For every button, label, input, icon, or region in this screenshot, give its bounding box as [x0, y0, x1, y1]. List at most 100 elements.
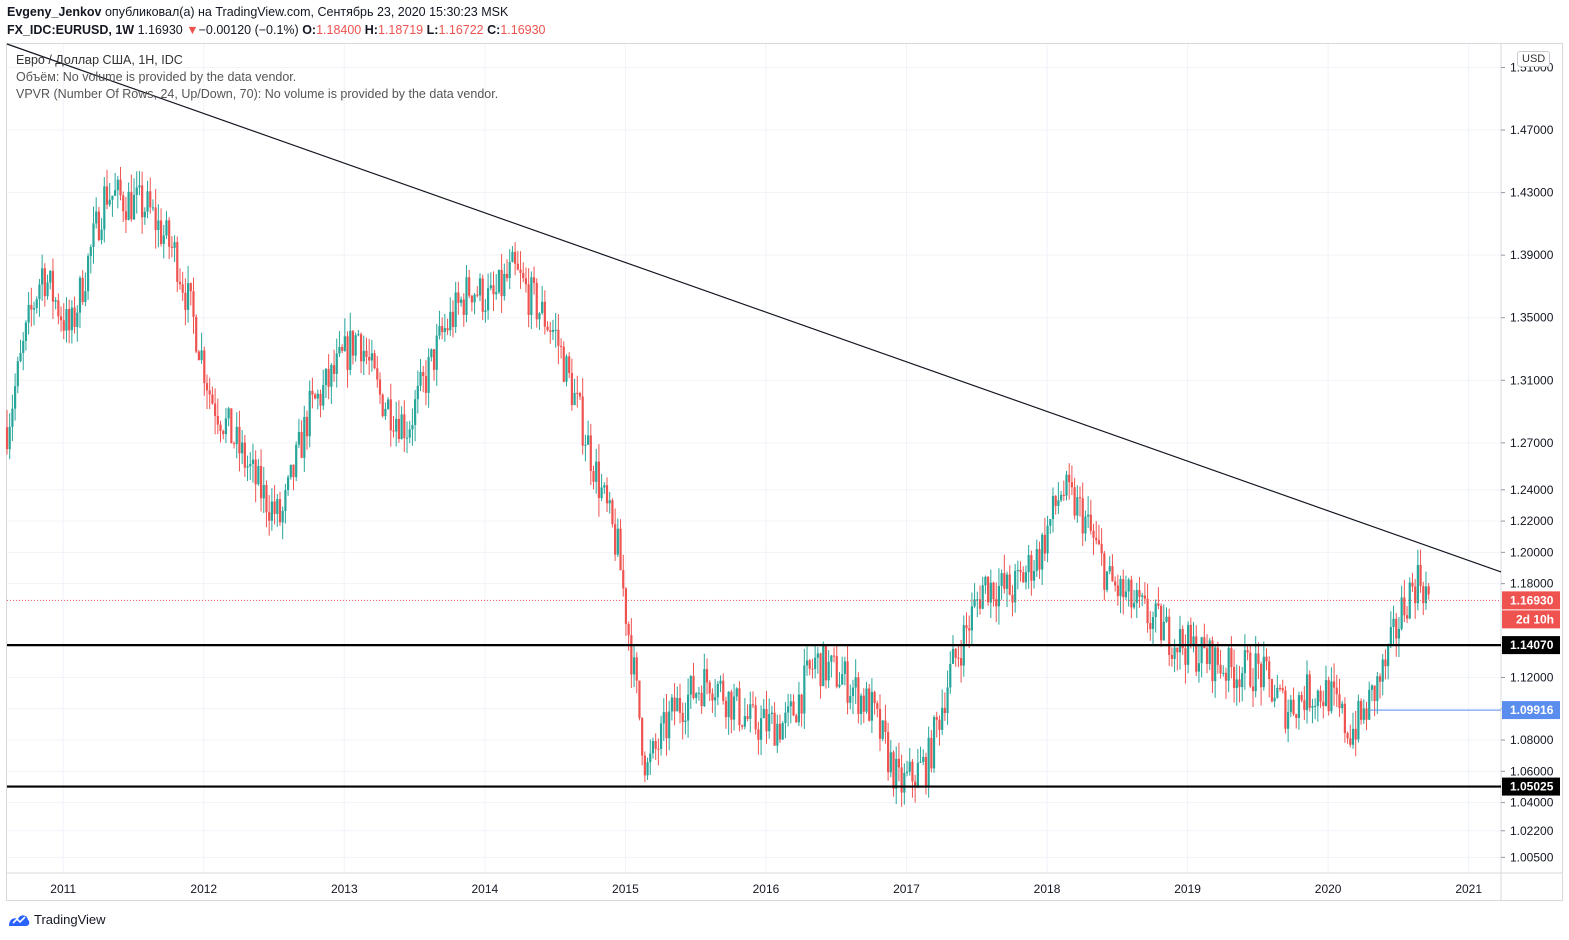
- candle-body: [81, 277, 84, 303]
- candle-body: [176, 242, 179, 282]
- candle-body: [1162, 621, 1165, 641]
- candle-body: [749, 704, 752, 719]
- candles-group: [5, 166, 1430, 807]
- candle-body: [143, 211, 146, 218]
- candle-body: [481, 278, 484, 312]
- candle-body: [22, 340, 25, 353]
- candle-body: [284, 490, 287, 511]
- candle-body: [692, 676, 695, 698]
- candle-body: [170, 246, 173, 248]
- y-tick-label: 1.20000: [1510, 545, 1554, 559]
- candle-body: [497, 269, 501, 293]
- currency-badge[interactable]: USD: [1517, 51, 1551, 67]
- candle-body: [703, 669, 706, 707]
- candle-body: [984, 576, 987, 586]
- candle-body: [173, 242, 176, 248]
- candle-body: [930, 737, 933, 769]
- candle-body: [1262, 656, 1265, 688]
- candle-body: [227, 408, 230, 419]
- candle-body: [259, 465, 263, 499]
- candle-body: [838, 684, 841, 687]
- candle-body: [141, 185, 144, 218]
- candle-body: [357, 334, 360, 336]
- candle-body: [1330, 681, 1333, 712]
- candle-body: [1238, 679, 1241, 688]
- candle-body: [11, 408, 14, 427]
- candle-body: [468, 277, 471, 296]
- candle-body: [62, 320, 65, 331]
- candle-body: [881, 720, 884, 739]
- candle-body: [1378, 676, 1382, 682]
- candle-body: [151, 207, 155, 209]
- candle-body: [1424, 586, 1428, 604]
- candle-body: [395, 418, 398, 432]
- candle-body: [784, 712, 787, 724]
- candle-body: [1403, 597, 1406, 616]
- candle-body: [973, 599, 976, 607]
- candle-body: [841, 674, 844, 685]
- candle-body: [1384, 659, 1387, 667]
- candle-body: [705, 669, 709, 683]
- candle-body: [922, 756, 925, 762]
- candle-body: [1254, 653, 1257, 692]
- candle-body: [316, 393, 319, 399]
- candle-body: [1300, 695, 1303, 701]
- footer-brand[interactable]: TradingView: [8, 911, 106, 927]
- candle-body: [543, 301, 546, 327]
- candle-body: [1265, 656, 1268, 662]
- candle-body: [732, 696, 736, 720]
- candle-body: [319, 393, 322, 406]
- y-tick-label: 1.02200: [1510, 824, 1554, 838]
- y-tick-label: 1.18000: [1510, 577, 1554, 591]
- candle-body: [1143, 595, 1146, 599]
- candle-body: [941, 707, 944, 730]
- candle-body: [184, 292, 187, 310]
- candle-body: [1287, 712, 1290, 729]
- candle-body: [243, 442, 246, 468]
- candle-body: [330, 365, 333, 387]
- candle-body: [295, 444, 298, 478]
- candle-body: [1427, 586, 1430, 595]
- candle-body: [516, 263, 519, 270]
- candle-body: [35, 299, 38, 308]
- author-name[interactable]: Evgeny_Jenkov: [7, 5, 102, 19]
- y-tick-label: 1.43000: [1510, 186, 1554, 200]
- candle-body: [1308, 674, 1311, 708]
- y-tick-label: 1.04000: [1510, 796, 1554, 810]
- candle-body: [216, 416, 219, 425]
- price-marker-badge: [1502, 591, 1560, 610]
- candle-body: [622, 570, 625, 589]
- y-tick-label: 1.24000: [1510, 483, 1554, 497]
- candle-body: [41, 268, 44, 285]
- candle-body: [89, 247, 92, 257]
- candle-body: [897, 758, 901, 768]
- candle-body: [951, 648, 955, 664]
- candle-body: [84, 291, 87, 303]
- candle-body: [943, 707, 946, 714]
- candle-body: [211, 394, 214, 404]
- candle-body: [122, 195, 125, 212]
- change-arrow-icon: ▼: [186, 23, 199, 37]
- candle-body: [695, 693, 698, 698]
- candle-body: [1219, 664, 1222, 674]
- ohlc-header: FX_IDC:EURUSD, 1W 1.16930 ▼−0.00120 (−0.…: [7, 23, 546, 37]
- candle-body: [797, 694, 801, 723]
- candle-body: [635, 657, 638, 681]
- candle-body: [435, 335, 438, 370]
- candle-body: [1354, 728, 1357, 740]
- candle-body: [1149, 623, 1152, 630]
- candle-body: [416, 385, 419, 400]
- candle-body: [322, 385, 325, 406]
- candle-body: [800, 694, 803, 714]
- candle-body: [914, 781, 917, 787]
- candle-body: [1278, 687, 1282, 689]
- candle-body: [1076, 497, 1079, 516]
- change-value: −0.00120 (−0.1%): [198, 23, 299, 37]
- candle-body: [924, 756, 928, 786]
- candle-body: [1324, 680, 1328, 706]
- candle-body: [265, 484, 268, 513]
- candle-body: [1200, 637, 1203, 664]
- candle-body: [132, 194, 136, 220]
- candle-body: [1297, 695, 1301, 718]
